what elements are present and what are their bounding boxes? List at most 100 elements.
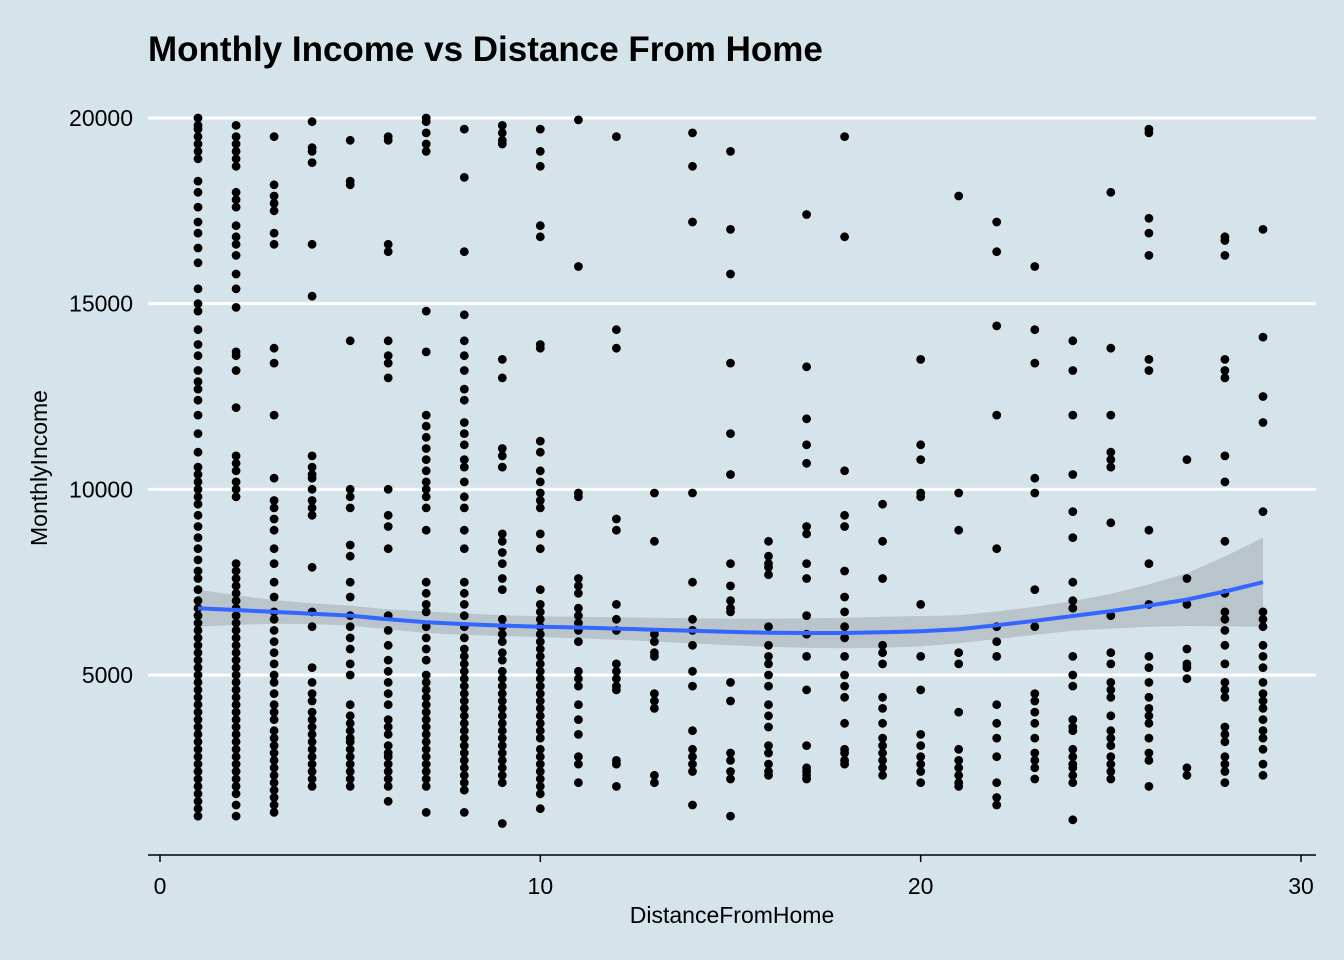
data-point — [383, 351, 393, 361]
data-point — [1068, 744, 1078, 754]
chart-title: Monthly Income vs Distance From Home — [148, 30, 823, 69]
data-point — [497, 733, 507, 743]
data-point — [1068, 715, 1078, 724]
data-point — [193, 366, 203, 375]
data-point — [1068, 366, 1078, 375]
data-point — [345, 782, 355, 791]
data-point — [497, 128, 507, 138]
data-point — [459, 525, 469, 535]
gridlines — [148, 116, 1316, 677]
smooth-line — [197, 580, 1264, 635]
data-point — [231, 800, 241, 810]
data-point — [574, 618, 583, 628]
data-point — [1144, 782, 1154, 791]
data-point — [535, 466, 545, 476]
data-point — [193, 325, 203, 335]
data-point — [497, 726, 507, 736]
data-point — [1258, 770, 1268, 780]
data-point — [535, 774, 545, 784]
data-point — [231, 678, 241, 687]
data-point — [840, 718, 849, 728]
data-point — [497, 585, 507, 594]
data-point — [383, 700, 393, 710]
data-point — [878, 692, 887, 702]
data-point — [307, 678, 317, 687]
data-point — [193, 555, 203, 565]
data-point — [992, 247, 1002, 257]
data-point — [269, 191, 279, 201]
data-point — [535, 718, 545, 728]
data-point — [764, 741, 773, 750]
data-point — [535, 447, 545, 457]
data-point — [269, 559, 279, 568]
data-point — [345, 484, 355, 494]
data-point — [1182, 600, 1192, 609]
data-point — [878, 640, 887, 650]
data-point — [421, 700, 431, 710]
data-point — [421, 633, 431, 643]
data-point — [193, 596, 203, 606]
data-point — [193, 410, 203, 420]
data-point — [1106, 711, 1116, 721]
data-point — [231, 147, 241, 156]
data-point — [231, 154, 241, 164]
data-point — [497, 121, 507, 130]
data-point — [535, 782, 545, 791]
data-point — [726, 596, 735, 606]
data-point — [535, 607, 545, 617]
data-point — [1258, 689, 1268, 698]
data-point — [574, 637, 583, 646]
data-point — [764, 711, 773, 721]
data-point — [193, 306, 203, 316]
data-point — [1220, 373, 1230, 383]
y-axis-title: MonthlyIncome — [26, 390, 52, 546]
data-point — [231, 559, 241, 568]
data-point — [840, 759, 849, 769]
data-point — [535, 637, 545, 646]
data-point — [459, 462, 469, 472]
data-point — [726, 358, 735, 368]
data-point — [193, 692, 203, 702]
data-point — [1030, 488, 1040, 498]
data-point — [307, 239, 317, 249]
data-point — [840, 510, 849, 520]
data-point — [650, 778, 659, 788]
data-point — [459, 689, 469, 698]
data-point — [307, 503, 317, 513]
data-point — [497, 462, 507, 472]
data-point — [802, 652, 811, 661]
data-point — [193, 228, 203, 238]
data-point — [1258, 392, 1268, 401]
data-point — [193, 132, 203, 142]
data-point — [1030, 718, 1040, 728]
x-tick-label-10: 10 — [528, 873, 554, 899]
data-point — [193, 737, 203, 747]
data-point — [764, 670, 773, 680]
data-point — [421, 410, 431, 420]
data-point — [612, 659, 621, 669]
data-point — [916, 652, 926, 661]
data-point — [688, 752, 697, 762]
data-point — [1106, 410, 1116, 420]
data-point — [269, 748, 279, 758]
data-point — [421, 492, 431, 502]
data-point — [1106, 759, 1116, 769]
data-point — [1030, 707, 1040, 717]
data-point — [1258, 759, 1268, 769]
data-point — [459, 588, 469, 598]
data-point — [307, 473, 317, 483]
data-point — [650, 689, 659, 698]
data-point — [1030, 689, 1040, 698]
data-point — [231, 477, 241, 487]
data-point — [193, 715, 203, 724]
data-point — [383, 678, 393, 687]
data-point — [459, 748, 469, 758]
data-point — [421, 421, 431, 431]
data-point — [269, 659, 279, 669]
data-point — [1144, 692, 1154, 702]
data-point — [459, 741, 469, 750]
data-point — [459, 455, 469, 464]
data-point — [916, 741, 926, 750]
data-point — [535, 789, 545, 799]
